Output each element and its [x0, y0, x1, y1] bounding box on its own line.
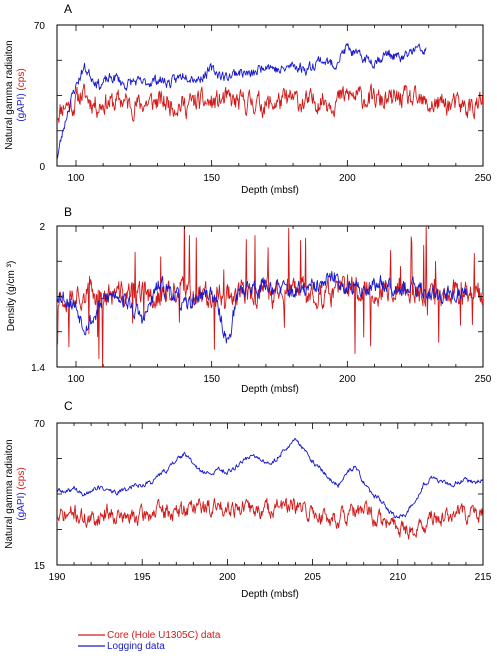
x-tick-label: 150: [203, 374, 220, 385]
x-tick-label: 190: [49, 572, 66, 583]
y-axis-label-text: Density (g/cm ³): [6, 261, 17, 332]
x-tick-label: 210: [389, 572, 406, 583]
x-axis-label: Depth (mbsf): [241, 384, 299, 395]
y-axis-units: (gAPI) (cps): [16, 467, 27, 520]
y-tick-label: 15: [34, 561, 46, 572]
x-tick-label: 100: [68, 374, 85, 385]
y-axis-units: (gAPI) (cps): [16, 68, 27, 121]
x-axis-label: Depth (mbsf): [241, 589, 299, 600]
x-tick-label: 215: [475, 572, 492, 583]
y-axis-label: Density (g/cm ³): [6, 261, 17, 332]
panel-letter: B: [64, 205, 72, 219]
y-tick-label: 70: [34, 21, 46, 32]
x-tick-label: 195: [134, 572, 151, 583]
y-tick-label: 2: [39, 222, 45, 233]
data-series-core: [57, 497, 483, 540]
x-tick-label: 250: [475, 374, 492, 385]
data-series-logging: [57, 437, 483, 519]
x-tick-label: 100: [68, 173, 85, 184]
legend: Core (Hole U1305C) data Logging data: [78, 630, 221, 652]
x-tick-label: 200: [339, 374, 356, 385]
legend-label-logging: Logging data: [107, 641, 165, 652]
panel-a: A Depth (mbsf) Natural gamma radiaiton (g…: [4, 2, 492, 196]
panel-c: C Depth (mbsf) Natural gamma radiaiton (g…: [4, 399, 492, 600]
y-tick-label: 1.4: [31, 363, 45, 374]
x-tick-label: 205: [304, 572, 321, 583]
panel-letter: A: [64, 2, 72, 16]
data-series-core: [57, 226, 483, 367]
legend-label-core: Core (Hole U1305C) data: [107, 630, 221, 641]
data-series-logging: [57, 43, 427, 161]
x-tick-label: 250: [475, 173, 492, 184]
y-tick-label: 70: [34, 419, 46, 430]
x-tick-label: 200: [339, 173, 356, 184]
y-axis-label: Natural gamma radiaiton (gAPI) (cps): [4, 40, 27, 150]
y-tick-label: 0: [39, 162, 45, 173]
y-axis-label-text: Natural gamma radiaiton: [4, 40, 15, 150]
panel-letter: C: [64, 399, 73, 413]
x-tick-label: 200: [219, 572, 236, 583]
x-tick-label: 150: [203, 173, 220, 184]
y-axis-label-text: Natural gamma radiaiton: [4, 439, 15, 549]
y-axis-label: Natural gamma radiaiton (gAPI) (cps): [4, 439, 27, 549]
data-series-core: [57, 83, 483, 123]
panel-b: B Depth (mbsf) Density (g/cm ³) 100 150 20…: [6, 205, 492, 395]
data-series-logging: [57, 271, 468, 344]
x-axis-label: Depth (mbsf): [241, 185, 299, 196]
